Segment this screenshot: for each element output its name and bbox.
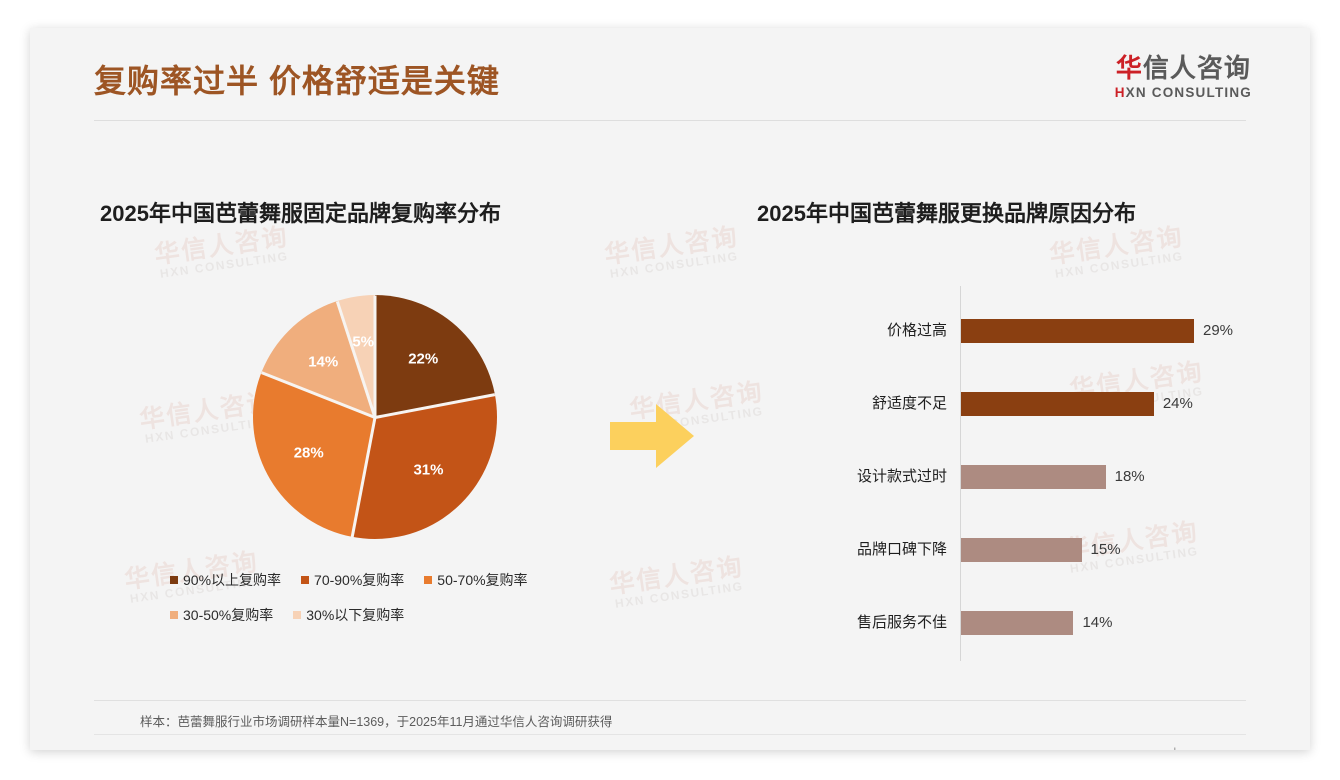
pie-slice-label: 28%	[293, 444, 324, 462]
watermark-cn: 华信人咨询	[607, 552, 746, 600]
legend-swatch-icon	[424, 576, 433, 584]
watermark: 华信人咨询 HXN CONSULTING	[607, 552, 747, 612]
legend-label: 50-70%复购率	[437, 572, 528, 588]
bar-chart-axis	[960, 286, 961, 661]
bar-fill[interactable]	[961, 465, 1106, 489]
bar-fill[interactable]	[961, 392, 1154, 416]
watermark-cn: 华信人咨询	[152, 222, 291, 270]
header-divider	[94, 120, 1246, 121]
page-title: 复购率过半 价格舒适是关键	[94, 63, 500, 99]
legend-swatch-icon	[170, 611, 178, 619]
legend-label: 90%以上复购率	[183, 572, 282, 588]
switch-reason-bar-chart: 价格过高 29% 舒适度不足 24% 设计款式过时 18% 品牌口碑下降 15% 售后服务不佳 1…	[757, 286, 1257, 661]
pie-slice-label: 22%	[408, 350, 439, 368]
watermark-en: HXN CONSULTING	[614, 579, 745, 612]
bar-category-label: 价格过高	[886, 322, 947, 339]
right-arrow-icon	[610, 401, 694, 471]
watermark-en: HXN CONSULTING	[159, 249, 290, 282]
logo-en-rest: XN CONSULTING	[1125, 84, 1252, 100]
bar-chart-row: 售后服务不佳 14%	[757, 606, 1257, 640]
logo-cn-rest: 信人咨询	[1142, 53, 1251, 83]
legend-swatch-icon	[301, 576, 310, 584]
legend-label: 30%以下复购率	[306, 607, 405, 623]
slide-canvas: 华信人咨询 HXN CONSULTING 华信人咨询 HXN CONSULTIN…	[30, 28, 1310, 750]
watermark: 华信人咨询 HXN CONSULTING	[1047, 222, 1187, 282]
right-chart-title: 2025年中国芭蕾舞服更换品牌原因分布	[757, 201, 1136, 226]
bar-category-label: 舒适度不足	[871, 395, 947, 412]
legend-item[interactable]: 30-50%复购率	[170, 605, 273, 625]
legend-item[interactable]: 70-90%复购率	[301, 570, 404, 590]
slide-header: 复购率过半 价格舒适是关键 华信人咨询 HXN CONSULTING	[30, 28, 1310, 122]
watermark-cn: 华信人咨询	[1047, 222, 1186, 270]
legend-label: 30-50%复购率	[183, 607, 274, 623]
bar-chart-row: 舒适度不足 24%	[757, 387, 1257, 421]
bar-chart-row: 设计款式过时 18%	[757, 460, 1257, 494]
legend-swatch-icon	[170, 576, 178, 584]
legend-row: 30-50%复购率 30%以下复购率	[170, 605, 590, 625]
legend-item[interactable]: 50-70%复购率	[424, 570, 528, 590]
legend-item[interactable]: 90%以上复购率	[170, 570, 281, 590]
legend-swatch-icon	[293, 611, 302, 619]
bar-fill[interactable]	[961, 319, 1194, 343]
legend-row: 90%以上复购率 70-90%复购率 50-70%复购率	[170, 570, 590, 590]
legend-label: 70-90%复购率	[314, 572, 405, 588]
source-divider	[94, 700, 1246, 701]
pie-slice-divider	[373, 295, 377, 417]
bar-value-label: 29%	[1203, 322, 1234, 339]
bar-value-label: 15%	[1090, 541, 1121, 558]
watermark: 华信人咨询 HXN CONSULTING	[602, 222, 742, 282]
repurchase-rate-pie-chart: 22% 31% 28% 14% 5%	[253, 295, 497, 539]
bar-value-label: 24%	[1162, 395, 1193, 412]
logo-chinese: 华信人咨询	[1115, 54, 1252, 83]
watermark-en: HXN CONSULTING	[1054, 249, 1185, 282]
bar-category-label: 品牌口碑下降	[856, 541, 947, 558]
logo-english: HXN CONSULTING	[1115, 85, 1252, 100]
bar-category-label: 设计款式过时	[856, 468, 947, 485]
watermark: 华信人咨询 HXN CONSULTING	[152, 222, 292, 282]
left-chart-title: 2025年中国芭蕾舞服固定品牌复购率分布	[100, 201, 501, 226]
pie-legend: 90%以上复购率 70-90%复购率 50-70%复购率 30-50%复购率 30%以下…	[170, 570, 590, 640]
footer-divider	[94, 734, 1246, 735]
footer-website[interactable]: www.hxrcon.com	[1144, 746, 1238, 750]
bar-fill[interactable]	[961, 538, 1082, 562]
source-note: 样本：芭蕾舞服行业市场调研样本量N=1369，于2025年11月通过华信人咨询调…	[140, 715, 613, 729]
logo-en-highlight: H	[1114, 84, 1126, 100]
bar-value-label: 18%	[1114, 468, 1145, 485]
pie-slice-label: 5%	[352, 333, 374, 351]
pie-slice-label: 31%	[413, 461, 444, 479]
bar-fill[interactable]	[961, 611, 1074, 635]
footer-copyright: ©2026.1 HXR华信人咨询	[102, 746, 242, 750]
bar-chart-row: 价格过高 29%	[757, 314, 1257, 348]
bar-value-label: 14%	[1082, 614, 1113, 631]
pie-slice-label: 14%	[308, 353, 339, 371]
bar-category-label: 售后服务不佳	[856, 614, 947, 631]
bar-chart-row: 品牌口碑下降 15%	[757, 533, 1257, 567]
watermark-en: HXN CONSULTING	[609, 249, 740, 282]
brand-logo: 华信人咨询 HXN CONSULTING	[1115, 54, 1252, 100]
logo-cn-highlight: 华	[1115, 53, 1143, 83]
legend-item[interactable]: 30%以下复购率	[293, 605, 404, 625]
watermark-cn: 华信人咨询	[602, 222, 741, 270]
